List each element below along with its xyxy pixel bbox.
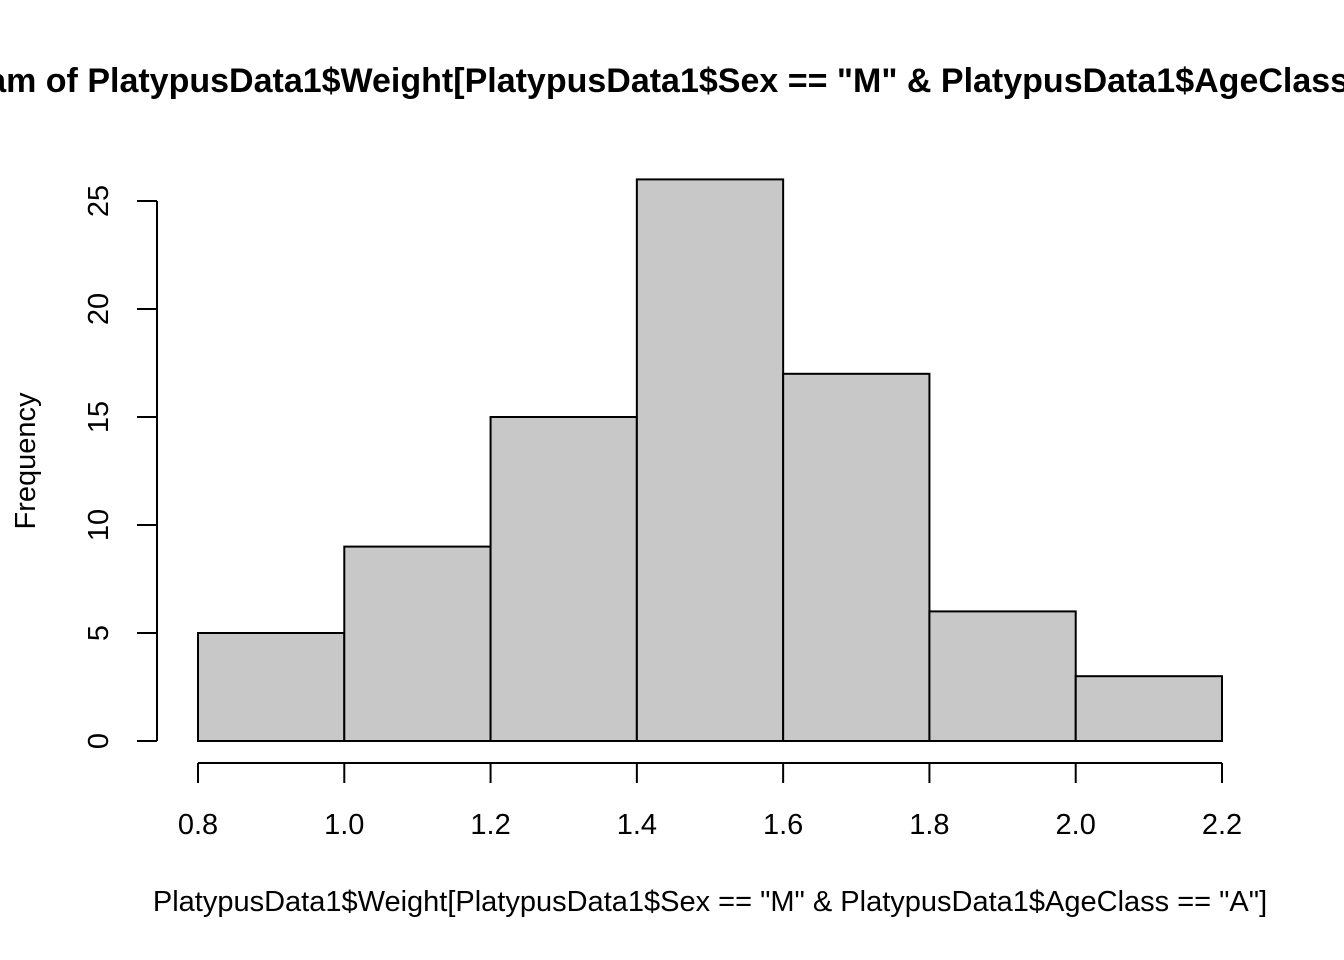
histogram-bar-0 [197, 632, 346, 742]
bars-group [197, 178, 1223, 743]
y-tick-label-3: 15 [83, 401, 115, 433]
histogram-bar-6 [1074, 675, 1223, 743]
y-tick-label-4: 20 [83, 293, 115, 325]
y-tick-label-0: 0 [83, 733, 115, 749]
x-tick-label-4: 1.6 [763, 809, 803, 841]
x-axis-label: PlatypusData1$Weight[PlatypusData1$Sex =… [153, 886, 1267, 918]
histogram-bar-4 [782, 372, 931, 742]
histogram-bar-3 [635, 178, 785, 742]
histogram-bar-1 [343, 545, 492, 742]
histogram-bar-2 [489, 416, 638, 742]
y-tick-label-2: 10 [83, 509, 115, 541]
x-axis: 0.8 1.0 1.2 1.4 1.6 1.8 2.0 2.2 [178, 762, 1242, 841]
y-axis: 0 5 10 15 20 25 [83, 185, 158, 749]
x-tick-label-1: 1.0 [324, 809, 364, 841]
x-tick-label-0: 0.8 [178, 809, 218, 841]
y-tick-label-1: 5 [83, 625, 115, 641]
x-tick-label-3: 1.4 [617, 809, 657, 841]
x-tick-label-7: 2.2 [1202, 809, 1242, 841]
histogram-bar-5 [928, 610, 1077, 743]
y-axis-label: Frequency [10, 392, 42, 530]
x-tick-label-5: 1.8 [909, 809, 949, 841]
chart-title: Histogram of PlatypusData1$Weight[Platyp… [0, 62, 1344, 100]
x-tick-label-2: 1.2 [470, 809, 510, 841]
x-tick-label-6: 2.0 [1056, 809, 1096, 841]
y-tick-label-5: 25 [83, 185, 115, 217]
